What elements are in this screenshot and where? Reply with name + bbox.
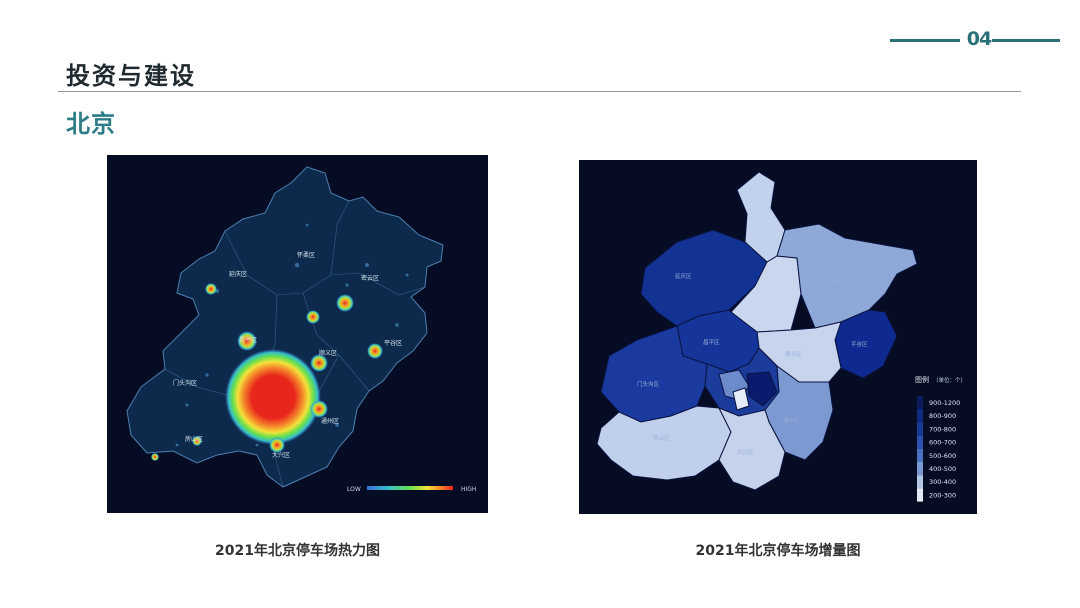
legend-swatch [917, 435, 923, 449]
heat-spot-fangshan [192, 436, 202, 446]
legend-swatch [917, 448, 923, 462]
region-mentougou [600, 325, 708, 423]
legend-item-label: 200-300 [929, 491, 956, 499]
choropleth-label-shunyi: 顺义区 [785, 351, 802, 358]
heat-spot-changping [237, 331, 257, 351]
heat-map-caption: 2021年北京停车场热力图 [215, 543, 380, 559]
legend-item-label: 700-800 [929, 425, 956, 433]
heat-label-miyun: 密云区 [361, 274, 379, 282]
heat-label-pinggu: 平谷区 [384, 339, 402, 347]
choropleth-label-mentougou: 门头沟区 [637, 380, 660, 388]
choropleth-label-tongzhou: 通州区 [783, 416, 800, 424]
heat-label-mentougou: 门头沟区 [173, 379, 197, 387]
heat-label-changping: 昌平区 [239, 337, 257, 344]
choropleth-label-yanqing: 延庆区 [675, 272, 692, 280]
heat-legend-high: HIGH [461, 486, 476, 493]
heat-spot-daxing [269, 437, 285, 453]
legend-item-label: 500-600 [929, 452, 956, 460]
legend-swatch [917, 462, 923, 476]
heat-spot-shunyi [310, 354, 328, 372]
legend-title: 图例 [915, 375, 929, 384]
heat-label-fangshan: 房山区 [185, 435, 203, 443]
heat-spot-tongzhou [310, 400, 328, 418]
heat-label-daxing: 大兴区 [272, 451, 290, 459]
region-yanqing [640, 229, 768, 327]
heat-core-urban [225, 349, 321, 445]
subsection-title: 北京 [66, 110, 116, 138]
heat-label-huairou: 怀柔区 [297, 251, 315, 259]
choropleth-map-caption: 2021年北京停车场增量图 [695, 543, 861, 559]
page-number: 04 [966, 28, 992, 50]
page-number-line-left [890, 39, 960, 42]
heat-label-tongzhou: 通州区 [321, 417, 339, 425]
legend-swatch [917, 488, 923, 502]
heat-spot-north [306, 310, 320, 324]
region-tongzhou [764, 364, 834, 461]
heat-label-yanqing: 延庆区 [229, 270, 247, 278]
legend-item-label: 600-700 [929, 439, 956, 447]
section-title: 投资与建设 [66, 62, 196, 90]
choropleth-map-image: 延庆区 密云区 平谷区 顺义区 昌平区 门头沟区 房山区 大兴区 通州区 图例 … [596, 171, 966, 502]
legend-swatch [917, 422, 923, 436]
region-fangshan [596, 405, 732, 481]
choropleth-label-changping: 昌平区 [703, 339, 720, 346]
page-number-line-right [992, 39, 1060, 42]
region-chaoyang [746, 371, 778, 407]
heat-spot-pinggu [367, 343, 383, 359]
title-divider [58, 91, 1021, 92]
heat-spot-huairou [336, 294, 354, 312]
region-daxing [717, 407, 786, 491]
legend-item-label: 300-400 [929, 478, 956, 486]
heat-legend-gradient [367, 486, 453, 490]
choropleth-label-pinggu: 平谷区 [851, 340, 868, 348]
legend-swatch [917, 475, 923, 489]
legend-unit: （单位：个） [933, 376, 966, 384]
legend-swatch [917, 396, 923, 410]
heat-label-shunyi: 顺义区 [319, 350, 337, 357]
choropleth-label-miyun: 密云区 [827, 276, 844, 284]
region-miyun [776, 223, 918, 329]
heat-scatter [175, 223, 409, 447]
heat-spot-sw [151, 453, 159, 461]
heat-spot-yanqing [205, 283, 217, 295]
choropleth-label-fangshan: 房山区 [653, 434, 670, 442]
choropleth-label-daxing: 大兴区 [737, 448, 754, 456]
legend-swatch [917, 409, 923, 423]
legend-item-label: 800-900 [929, 412, 956, 420]
heat-legend-low: LOW [347, 486, 361, 493]
choropleth-legend: 图例 （单位：个） 900-1200 800-900 700-800 600-700 5… [915, 375, 966, 502]
heat-map-image: 怀柔区 延庆区 密云区 平谷区 顺义区 昌平区 门头沟区 房山区 大兴区 通州区… [126, 166, 476, 493]
choropleth-map-panel: 延庆区 密云区 平谷区 顺义区 昌平区 门头沟区 房山区 大兴区 通州区 图例 … [579, 160, 977, 514]
legend-item-label: 400-500 [929, 465, 956, 473]
legend-item-label: 900-1200 [929, 399, 960, 407]
heat-map-panel: 怀柔区 延庆区 密云区 平谷区 顺义区 昌平区 门头沟区 房山区 大兴区 通州区… [107, 155, 488, 513]
page-number-indicator: 04 [890, 28, 1070, 52]
region-xicheng [732, 387, 750, 411]
